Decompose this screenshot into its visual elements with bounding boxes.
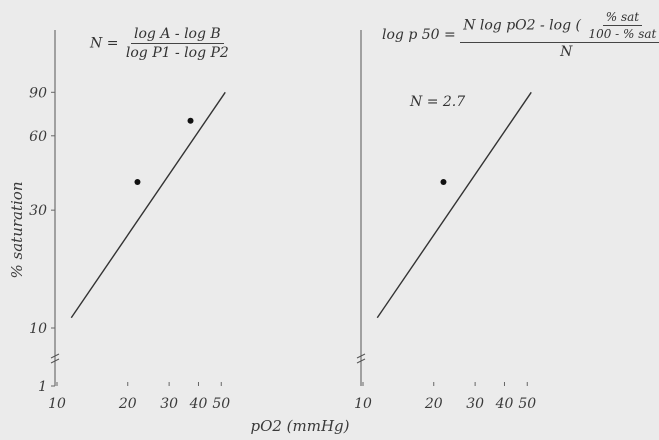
right-formula-denominator: N [560, 44, 573, 60]
left-formula: N = log A - log B log P1 - log P2 [90, 26, 232, 61]
x-tick-label-0-2: 30 [160, 396, 178, 412]
x-tick-label-0-4: 50 [212, 396, 230, 412]
data-point-0-0 [134, 179, 141, 186]
x-tick-label-0-1: 20 [118, 396, 137, 412]
y-tick-label-0-1: 10 [29, 321, 47, 337]
y-axis-break-0-b [50, 358, 60, 364]
y-tick-label-0-4: 90 [29, 85, 47, 101]
fit-line-1 [376, 91, 532, 319]
x-tick-label-1-3: 40 [495, 396, 514, 412]
right-formula-inner-num: % sat [602, 10, 643, 26]
y-axis-label-0: % saturation [8, 182, 26, 279]
x-tick-label-1-2: 30 [466, 396, 484, 412]
right-formula-lhs: log p 50 [382, 27, 440, 43]
right-formula-inner-fraction: % sat 100 - % sat [585, 10, 659, 41]
data-point-1-0 [440, 179, 447, 186]
data-point-0-1 [187, 117, 194, 124]
left-formula-fraction: log A - log B log P1 - log P2 [123, 26, 232, 61]
x-tick-label-0-3: 40 [189, 396, 208, 412]
y-axis-break-1-a [356, 353, 366, 359]
x-tick-label-1-4: 50 [518, 396, 536, 412]
left-formula-denominator: log P1 - log P2 [125, 45, 229, 61]
right-formula-inner-den: 100 - % sat [588, 27, 657, 41]
y-tick-label-0-0: 1 [38, 379, 47, 395]
right-formula-num-prefix: N log pO2 - log [463, 17, 572, 34]
x-tick-label-1-0: 10 [354, 396, 372, 412]
right-annotation: N = 2.7 [410, 94, 466, 110]
left-formula-lhs: N [90, 35, 103, 52]
x-axis-label: pO2 (mmHg) [250, 417, 349, 435]
y-tick-label-0-3: 60 [29, 129, 47, 145]
fit-line-0 [70, 91, 226, 319]
y-tick-label-0-2: 30 [29, 203, 47, 219]
y-axis-break-1-b [356, 358, 366, 364]
x-tick-label-0-0: 10 [48, 396, 66, 412]
x-tick-label-1-1: 20 [424, 396, 443, 412]
left-formula-numerator: log A - log B [131, 26, 224, 44]
y-axis-break-0-a [50, 353, 60, 359]
right-formula-fraction: N log pO2 - log ( % sat 100 - % sat ) N [460, 10, 659, 60]
right-formula-numerator: N log pO2 - log ( % sat 100 - % sat ) [460, 10, 659, 43]
right-formula: log p 50 = N log pO2 - log ( % sat 100 -… [382, 10, 659, 60]
